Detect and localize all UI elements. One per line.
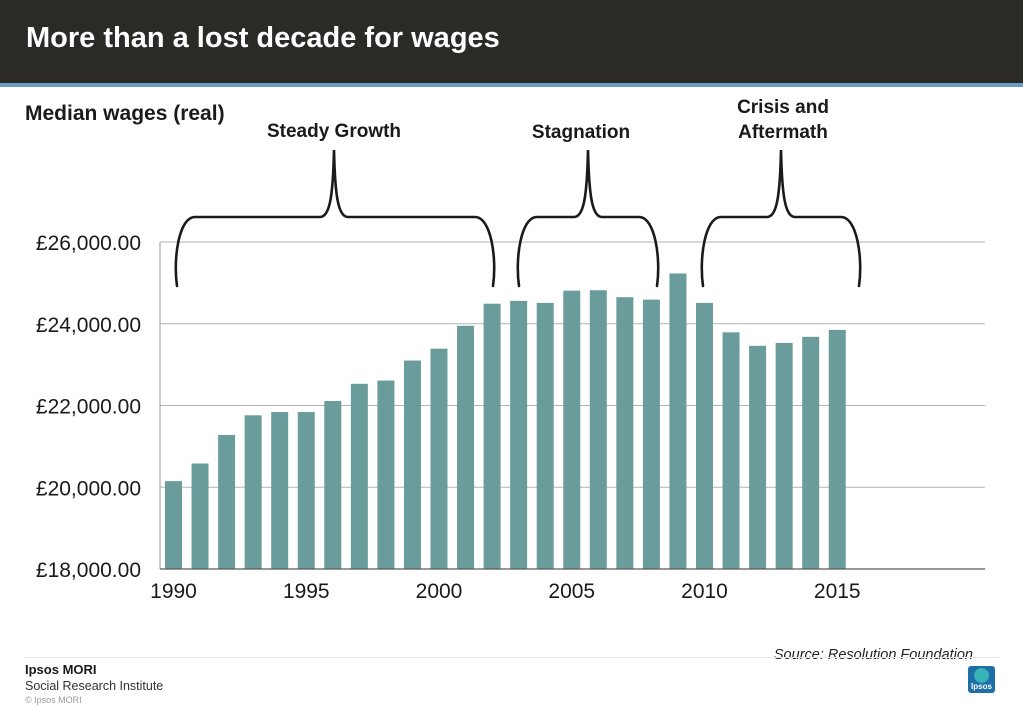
bar xyxy=(722,332,740,569)
bar xyxy=(828,329,846,569)
bar xyxy=(244,415,262,569)
bar xyxy=(510,300,528,569)
x-tick-label: 1990 xyxy=(150,580,197,603)
bar xyxy=(218,434,236,569)
x-tick-label: 2010 xyxy=(681,580,728,603)
logo-circle-icon xyxy=(974,668,989,683)
bar xyxy=(165,481,182,569)
bar xyxy=(483,303,501,569)
x-tick-label: 2015 xyxy=(814,580,861,603)
bar xyxy=(802,336,820,569)
bar xyxy=(536,302,554,569)
brand-block: Ipsos MORI Social Research Institute © I… xyxy=(25,662,163,706)
bar xyxy=(457,325,475,569)
bar xyxy=(749,345,767,569)
brand-unit: Social Research Institute xyxy=(25,679,164,693)
bar xyxy=(377,380,395,569)
y-tick-label: £20,000.00 xyxy=(36,477,141,500)
bar xyxy=(589,290,607,569)
accent-bar xyxy=(0,83,1023,87)
bar xyxy=(642,299,660,569)
bar xyxy=(350,383,368,569)
phase-label-steady-growth: Steady Growth xyxy=(266,121,402,142)
x-tick-label: 2005 xyxy=(548,580,595,603)
bar xyxy=(669,273,687,569)
y-tick-label: £24,000.00 xyxy=(36,314,141,337)
phase-brace xyxy=(700,149,862,288)
chart-subtitle: Median wages (real) xyxy=(25,102,225,125)
phase-label-stagnation: Stagnation xyxy=(531,122,631,143)
bar xyxy=(403,360,421,569)
bar xyxy=(616,297,634,569)
logo-text: Ipsos xyxy=(971,682,992,691)
page-title: More than a lost decade for wages xyxy=(26,22,500,54)
chart: £18,000.00 £20,000.00 £22,000.00 £24,000.00… xyxy=(36,149,985,603)
y-tick-label: £26,000.00 xyxy=(36,232,141,255)
x-tick-label: 1995 xyxy=(283,580,330,603)
bar xyxy=(324,401,342,569)
ipsos-logo: Ipsos xyxy=(968,666,995,693)
bar xyxy=(297,412,315,569)
bar xyxy=(191,463,209,569)
brand-name: Ipsos MORI xyxy=(25,662,97,677)
bar xyxy=(775,342,793,569)
bar xyxy=(563,290,581,569)
brand-copyright: © Ipsos MORI xyxy=(25,695,82,705)
bar xyxy=(271,412,289,569)
phase-brace xyxy=(174,149,496,288)
phase-brace xyxy=(516,149,660,288)
footer-divider xyxy=(25,657,1000,658)
bar xyxy=(430,348,448,569)
x-tick-label: 2000 xyxy=(416,580,463,603)
header-bar: More than a lost decade for wages xyxy=(0,0,1023,83)
bar xyxy=(696,302,713,569)
y-tick-label: £22,000.00 xyxy=(36,396,141,419)
phase-label-crisis-aftermath: Crisis and Aftermath xyxy=(718,95,848,145)
y-tick-label: £18,000.00 xyxy=(36,559,141,582)
phase-label-crisis-aftermath-text: Crisis and Aftermath xyxy=(737,97,829,143)
source-note: Source: Resolution Foundation xyxy=(773,647,973,663)
